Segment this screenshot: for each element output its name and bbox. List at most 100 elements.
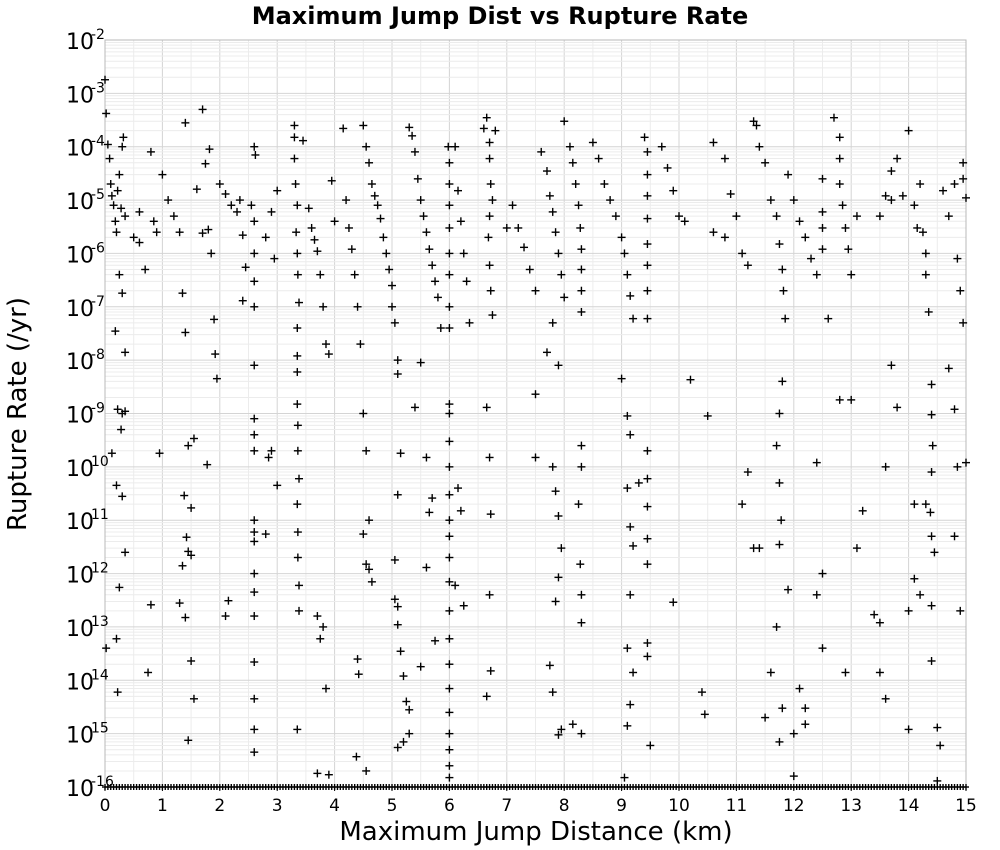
data-point <box>485 154 494 163</box>
data-point <box>881 694 890 703</box>
data-point <box>416 358 425 367</box>
data-point <box>554 730 563 739</box>
data-point <box>189 694 198 703</box>
data-point <box>629 541 638 550</box>
data-point <box>486 286 495 295</box>
data-point <box>643 314 652 323</box>
data-point <box>445 684 454 693</box>
data-point <box>103 140 112 149</box>
data-point <box>551 597 560 606</box>
data-point <box>102 109 111 118</box>
data-point <box>700 710 709 719</box>
data-point <box>250 725 259 734</box>
data-point <box>267 207 276 216</box>
data-point <box>545 661 554 670</box>
data-point <box>775 478 784 487</box>
data-point <box>577 618 586 627</box>
data-point <box>445 409 454 418</box>
data-point <box>295 581 304 590</box>
data-point <box>577 441 586 450</box>
data-point <box>290 154 299 163</box>
data-point <box>775 240 784 249</box>
y-tick-label: 10 <box>66 350 94 375</box>
data-point <box>565 142 574 151</box>
y-tick-label: 10 <box>66 83 94 108</box>
data-point <box>643 652 652 661</box>
data-point <box>482 113 491 122</box>
data-point <box>835 154 844 163</box>
data-point <box>203 460 212 469</box>
data-point <box>250 658 259 667</box>
data-point <box>445 158 454 167</box>
data-point <box>250 516 259 525</box>
data-point <box>921 500 930 509</box>
data-point <box>881 462 890 471</box>
data-point <box>184 547 193 556</box>
data-point <box>657 142 666 151</box>
data-point <box>293 324 302 333</box>
data-point <box>643 446 652 455</box>
data-point <box>643 534 652 543</box>
data-point <box>921 249 930 258</box>
data-point <box>293 528 302 537</box>
data-point <box>807 254 816 263</box>
data-point <box>617 374 626 383</box>
data-point <box>250 588 259 597</box>
data-point <box>778 377 787 386</box>
data-point <box>910 574 919 583</box>
data-point <box>112 634 121 643</box>
data-point <box>904 606 913 615</box>
data-point <box>445 634 454 643</box>
data-point <box>577 590 586 599</box>
data-point <box>720 233 729 242</box>
data-point <box>399 672 408 681</box>
data-point <box>643 214 652 223</box>
data-point <box>113 688 122 697</box>
data-point <box>858 506 867 515</box>
data-point <box>620 249 629 258</box>
data-point <box>101 75 109 84</box>
data-point <box>182 533 191 542</box>
data-point <box>953 254 962 263</box>
data-point <box>224 596 233 605</box>
data-point <box>396 449 405 458</box>
data-point <box>520 243 529 252</box>
data-point <box>643 474 652 483</box>
data-point <box>933 723 942 732</box>
data-point <box>629 668 638 677</box>
data-point <box>784 170 793 179</box>
data-point <box>321 684 330 693</box>
data-point <box>250 748 259 757</box>
data-point <box>818 207 827 216</box>
data-point <box>382 249 391 258</box>
data-point <box>215 180 224 189</box>
data-point <box>295 298 304 307</box>
data-point <box>577 729 586 738</box>
data-point <box>554 573 563 582</box>
data-point <box>568 158 577 167</box>
data-point <box>102 644 111 653</box>
data-point <box>299 136 308 145</box>
y-tick-label: 10 <box>66 617 94 642</box>
data-point <box>824 314 833 323</box>
data-point <box>484 233 493 242</box>
data-point <box>113 405 122 414</box>
data-point <box>445 302 454 311</box>
data-point <box>875 212 884 221</box>
data-point <box>212 374 221 383</box>
data-point <box>743 261 752 270</box>
data-point <box>898 191 907 200</box>
data-point <box>436 324 445 333</box>
data-point <box>933 776 942 785</box>
data-point <box>149 217 158 226</box>
data-point <box>881 191 890 200</box>
data-point <box>643 502 652 511</box>
data-point <box>959 318 968 327</box>
data-point <box>916 590 925 599</box>
data-point <box>112 228 121 237</box>
data-point <box>344 223 353 232</box>
data-point <box>738 500 747 509</box>
data-point <box>629 314 638 323</box>
data-point <box>365 516 374 525</box>
